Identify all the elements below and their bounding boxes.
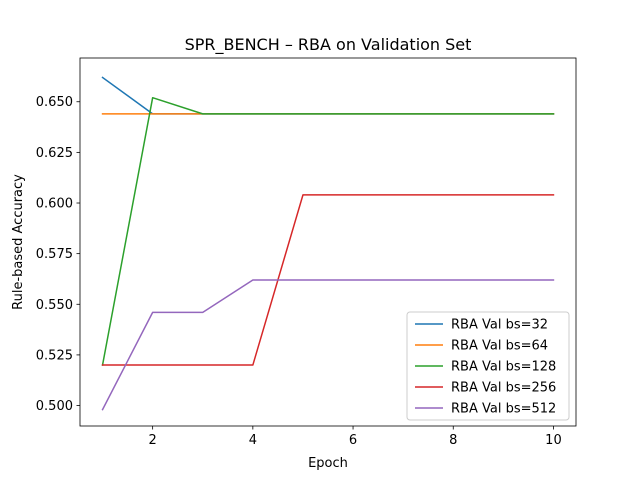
y-tick-label: 0.525 [36,348,73,363]
legend-label-2: RBA Val bs=128 [451,360,556,375]
legend-label-1: RBA Val bs=64 [451,339,548,354]
y-tick-label: 0.650 [36,95,73,110]
y-tick-label: 0.550 [36,298,73,313]
y-axis-label: Rule-based Accuracy [11,174,26,310]
legend-label-0: RBA Val bs=32 [451,318,548,333]
y-tick-label: 0.500 [36,399,73,414]
x-tick-label: 6 [349,433,357,448]
x-tick-label: 4 [249,433,257,448]
series-line-3 [101,194,555,366]
series-lines [101,76,555,411]
y-tick-label: 0.575 [36,247,73,262]
x-tick-label: 10 [545,433,562,448]
y-tick-label: 0.600 [36,197,73,212]
legend: RBA Val bs=32 RBA Val bs=64 RBA Val bs=128… [406,311,570,421]
x-tick-label: 2 [149,433,157,448]
legend-label-3: RBA Val bs=256 [451,381,556,396]
chart-title: SPR_BENCH – RBA on Validation Set [185,35,472,55]
legend-box [406,311,570,421]
x-axis-label: Epoch [308,456,348,471]
plot-area: 2 4 6 8 10 0.500 0.525 0.550 0.575 0.600 0.625 0.65… [36,57,577,448]
series-line-2 [101,96,555,366]
legend-label-4: RBA Val bs=512 [451,402,556,417]
axes-frame [79,57,577,427]
x-tick-label: 8 [449,433,457,448]
series-line-4 [101,279,555,411]
y-tick-label: 0.625 [36,146,73,161]
